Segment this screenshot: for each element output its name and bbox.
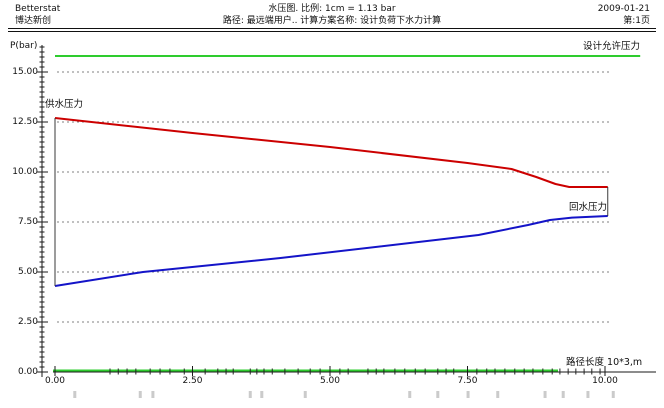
y-tick-label: 5.00 [17,267,38,277]
y-axis-title: P(bar) [10,41,38,51]
report-date: 2009-01-21 [597,4,650,14]
x-tick-label: 10.00 [592,376,618,386]
header-left: Betterstat 博达新创 [15,3,60,27]
node-label-mark [611,391,615,398]
path-scheme-info: 路径: 最远端用户.. 计算方案名称: 设计负荷下水力计算 [222,16,442,26]
node-label-mark [543,391,547,398]
y-tick-label: 15.00 [12,67,38,77]
node-label-mark [151,391,155,398]
page-number: 第:1页 [623,16,650,26]
chart-title: 水压图. 比例: 1cm = 1.13 bar [268,4,396,14]
header-right: 2009-01-21 第:1页 [598,3,650,27]
node-label-mark [561,391,565,398]
node-label-mark [73,391,77,398]
return-pressure-label: 回水压力 [569,202,608,213]
x-tick-label: 2.50 [182,376,203,386]
node-label-mark [408,391,412,398]
node-label-mark [248,391,252,398]
node-label-mark [586,391,590,398]
header-rule-bottom [8,31,656,32]
node-label-mark [466,391,470,398]
return-pressure-line [54,215,608,287]
node-label-mark [138,391,142,398]
design-allowable-pressure-label: 设计允许压力 [582,41,640,52]
x-tick-label: 5.00 [319,376,341,386]
vendor-name: 博达新创 [15,16,52,26]
node-label-mark [436,391,440,398]
x-axis-title: 路径长度 10*3,m [566,357,643,368]
supply-pressure-line [54,117,608,188]
y-tick-label: 12.50 [12,117,38,127]
x-tick-label: 7.50 [457,376,478,386]
node-label-mark [496,391,500,398]
header-rule-top [8,28,656,29]
supply-pressure-label: 供水压力 [45,99,84,110]
y-tick-label: 2.50 [17,317,38,327]
node-label-mark [260,391,264,398]
app-name: Betterstat [15,4,61,14]
node-label-mark [303,391,307,398]
y-tick-label: 10.00 [12,167,38,177]
y-tick-label: 0.00 [17,367,38,377]
x-tick-label: 0.00 [44,376,66,386]
header-center: 水压图. 比例: 1cm = 1.13 bar 路径: 最远端用户.. 计算方案… [120,3,544,27]
y-tick-label: 7.50 [17,217,38,227]
